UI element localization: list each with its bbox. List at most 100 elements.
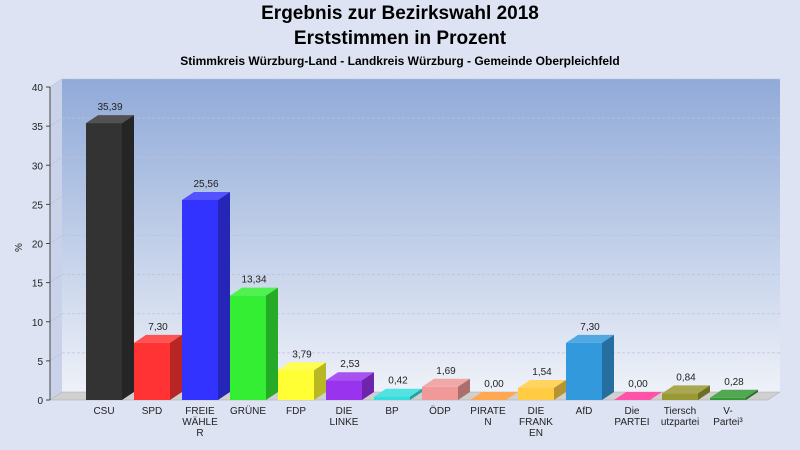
- bar-value-label: 0,28: [724, 377, 744, 388]
- bar-side: [266, 287, 278, 400]
- bar-front: [566, 342, 602, 400]
- bar: [614, 392, 662, 400]
- gridline-side: [49, 156, 63, 166]
- bar-front: [326, 380, 362, 400]
- bar-value-label: 35,39: [97, 102, 122, 113]
- bar-side: [602, 334, 614, 400]
- bar-top: [470, 392, 518, 400]
- bar-top: [374, 388, 422, 397]
- bar-top: [710, 389, 758, 398]
- bar: [710, 389, 758, 400]
- bar-side: [698, 385, 710, 400]
- bar-side: [362, 372, 374, 400]
- bar: [470, 392, 518, 400]
- x-tick-label: BP: [385, 406, 399, 417]
- bar-side: [746, 389, 758, 400]
- bar-value-label: 0,84: [676, 372, 696, 383]
- gridline-side: [49, 352, 63, 362]
- bar-value-label: 7,30: [580, 322, 600, 333]
- bar: [518, 379, 566, 400]
- y-tick-label: 10: [32, 318, 44, 329]
- y-axis-label: %: [14, 243, 25, 252]
- bar-front: [134, 342, 170, 400]
- gridlines: [49, 78, 780, 362]
- bar-top: [278, 362, 326, 371]
- bar: [134, 334, 182, 400]
- bar: [422, 378, 470, 400]
- gridline-side: [49, 274, 63, 283]
- x-tick-label: DIE FRANK EN: [519, 406, 553, 439]
- bar-side: [122, 115, 134, 401]
- gridline-side: [49, 117, 63, 127]
- bar-front: [374, 396, 410, 400]
- gridline-side: [49, 78, 63, 88]
- bar-top: [134, 334, 182, 343]
- bars: 35,39 7,30 25,56 13,34 3,79 2,53 0,42 1,69 0,00 1…: [86, 102, 758, 401]
- x-tick-label: Die PARTEI: [614, 406, 649, 428]
- bar-value-label: 1,54: [532, 367, 552, 378]
- bar-front: [86, 123, 122, 401]
- bar-top: [566, 334, 614, 343]
- bar: [326, 372, 374, 400]
- gridline-side: [49, 196, 63, 205]
- chart-location: Stimmkreis Würzburg-Land - Landkreis Wür…: [180, 54, 620, 68]
- bar: [86, 115, 134, 401]
- axes: 0 5 10 15 20 25 30 35 40% CSU SPD FREIE WÄHLE R GRÜNE F…: [14, 83, 743, 439]
- x-tick-label: V-Partei³: [713, 406, 743, 428]
- bar-side: [410, 388, 422, 400]
- chart-title: Ergebnis zur Bezirkswahl 2018: [261, 3, 539, 24]
- bar-top: [662, 385, 710, 394]
- bar: [230, 287, 278, 400]
- bar: [374, 388, 422, 400]
- gridline-side: [49, 313, 63, 323]
- bar-value-label: 13,34: [241, 275, 266, 286]
- bar-top: [86, 115, 134, 124]
- y-tick-label: 35: [32, 122, 44, 133]
- bar-top: [182, 191, 230, 200]
- bar-top: [326, 372, 374, 381]
- bar-value-label: 0,00: [484, 379, 504, 390]
- bar: [662, 385, 710, 400]
- bar: [566, 334, 614, 400]
- bar-front: [710, 397, 746, 400]
- x-tick-label: FREIE WÄHLE R: [182, 406, 218, 439]
- bar-front: [518, 387, 554, 400]
- y-tick-label: 15: [32, 279, 44, 290]
- bar-front: [278, 370, 314, 400]
- x-tick-label: FDP: [286, 406, 306, 417]
- x-tick-label: SPD: [142, 406, 163, 417]
- bar-side: [314, 362, 326, 400]
- x-tick-label: CSU: [93, 406, 114, 417]
- y-tick-label: 25: [32, 200, 44, 211]
- bar-value-label: 1,69: [436, 366, 456, 377]
- x-tick-label: DIE LINKE: [330, 406, 359, 428]
- bar-side: [458, 378, 470, 400]
- bar-top: [230, 287, 278, 296]
- y-tick-label: 30: [32, 161, 44, 172]
- bar: [278, 362, 326, 400]
- bar-front: [662, 393, 698, 400]
- bar-value-label: 2,53: [340, 359, 360, 370]
- bar-value-label: 3,79: [292, 349, 312, 360]
- bar-front: [230, 295, 266, 400]
- bar-side: [170, 334, 182, 400]
- bar: [182, 191, 230, 400]
- bar-side: [218, 191, 230, 400]
- x-tick-label: Tiersch utzpartei: [661, 406, 699, 428]
- y-tick-label: 5: [37, 357, 43, 368]
- bar-value-label: 0,00: [628, 379, 648, 390]
- bar-front: [422, 386, 458, 400]
- bar-front: [182, 199, 218, 400]
- bar-top: [614, 392, 662, 400]
- bar-value-label: 7,30: [148, 322, 168, 333]
- y-tick-label: 20: [32, 240, 44, 251]
- chart-subtitle: Erststimmen in Prozent: [293, 28, 507, 49]
- bar-side: [554, 379, 566, 400]
- bar-top: [518, 379, 566, 388]
- x-tick-label: ÖDP: [429, 405, 451, 417]
- x-tick-label: AfD: [576, 406, 593, 417]
- bar-value-label: 25,56: [193, 179, 218, 190]
- bar-top: [422, 378, 470, 387]
- bar-value-label: 0,42: [388, 376, 408, 387]
